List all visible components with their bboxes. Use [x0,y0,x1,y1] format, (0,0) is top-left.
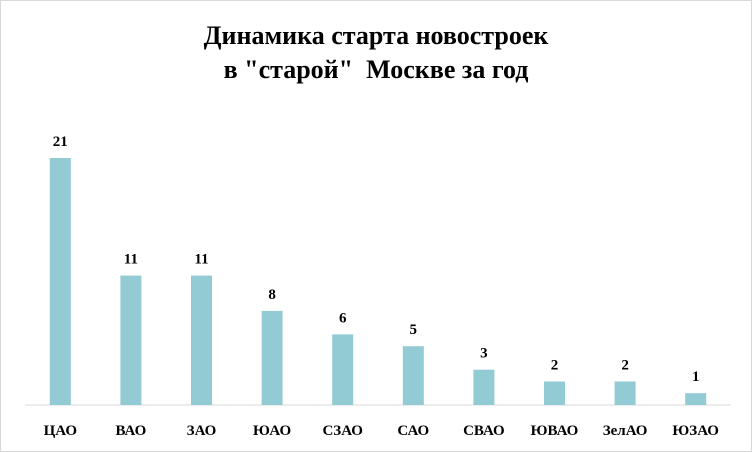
bar-СЗАО [332,334,354,405]
category-label-ЮЗАО: ЮЗАО [672,423,719,439]
data-label-СЗАО: 6 [339,310,347,326]
data-label-ЦАО: 21 [53,134,68,150]
category-label-СВАО: СВАО [463,423,505,439]
data-label-ЮЗАО: 1 [692,369,700,385]
bar-ЮЗАО [685,393,707,405]
bar-САО [402,346,424,405]
category-label-ЮВАО: ЮВАО [531,423,579,439]
data-label-ВАО: 11 [124,252,138,268]
category-label-ЮАО: ЮАО [253,423,291,439]
bar-ЮАО [261,310,283,405]
data-label-САО: 5 [410,322,418,338]
data-label-ЗелАО: 2 [621,358,629,374]
bar-ЮВАО [544,381,565,405]
chart-title-line-2: в "старой" Москве за год [223,55,529,84]
data-label-СВАО: 3 [480,346,488,362]
bar-СВАО [473,369,495,405]
category-label-СЗАО: СЗАО [322,423,363,439]
data-label-ЮАО: 8 [268,287,276,303]
chart-title-line-1: Динамика старта новостроек [203,21,549,50]
bar-ЦАО [49,158,71,405]
category-label-ЗАО: ЗАО [187,423,217,439]
category-label-САО: САО [397,423,429,439]
chart-title: Динамика старта новостроек в "старой" Мо… [1,19,751,87]
bar-ЗелАО [614,381,636,405]
data-label-ЮВАО: 2 [551,358,559,374]
category-label-ЗелАО: ЗелАО [603,423,648,439]
bar-ЗАО [191,275,212,405]
category-label-ЦАО: ЦАО [44,423,77,439]
data-label-ЗАО: 11 [194,252,208,268]
category-label-ВАО: ВАО [115,423,146,439]
bar-ВАО [120,275,142,405]
